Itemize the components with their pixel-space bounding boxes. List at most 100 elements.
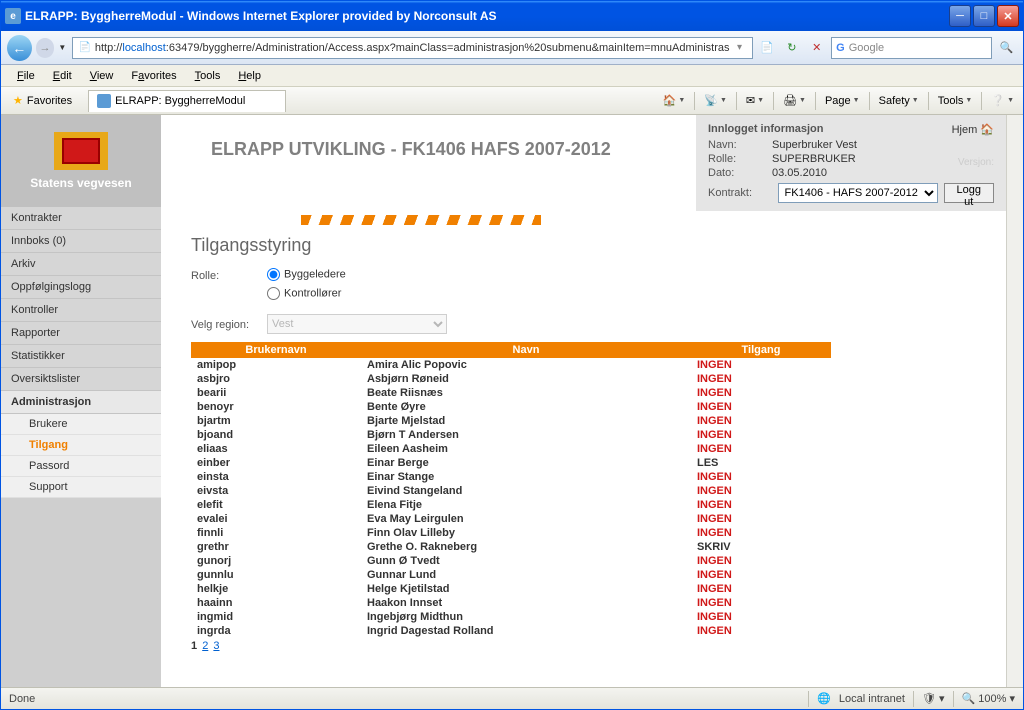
menu-edit[interactable]: Edit	[45, 68, 80, 84]
stop-button[interactable]: ✕	[806, 37, 827, 59]
mail-button[interactable]: ✉▼	[741, 91, 769, 110]
home-button[interactable]: 🏠▼	[658, 91, 691, 110]
table-row[interactable]: grethrGrethe O. RaknebergSKRIV	[191, 540, 831, 554]
info-name-label: Navn:	[708, 139, 772, 151]
print-button[interactable]: 🖨▼	[778, 91, 811, 110]
page-content: Statens vegvesen KontrakterInnboks (0)Ar…	[1, 115, 1006, 687]
page-current: 1	[191, 640, 197, 652]
sidebar-subitem[interactable]: Brukere	[1, 414, 161, 435]
menu-tools[interactable]: Tools	[187, 68, 229, 84]
sidebar-item[interactable]: Oppfølgingslogg	[1, 276, 161, 299]
sidebar-subitem[interactable]: Support	[1, 477, 161, 498]
cell-name: Haakon Innset	[361, 596, 691, 610]
cell-username: asbjro	[191, 372, 361, 386]
menu-favorites[interactable]: Favorites	[123, 68, 184, 84]
search-bar[interactable]: G Google	[831, 37, 992, 59]
table-row[interactable]: einberEinar BergeLES	[191, 456, 831, 470]
cell-name: Grethe O. Rakneberg	[361, 540, 691, 554]
sidebar-subitem[interactable]: Passord	[1, 456, 161, 477]
info-kontrakt-label: Kontrakt:	[708, 187, 772, 199]
radio-kontrollorer[interactable]: Kontrollører	[267, 287, 346, 300]
window-titlebar: e ELRAPP: ByggherreModul - Windows Inter…	[1, 1, 1023, 31]
search-go-button[interactable]: 🔍	[996, 37, 1017, 59]
info-date: 03.05.2010	[772, 167, 827, 179]
table-row[interactable]: haainnHaakon InnsetINGEN	[191, 596, 831, 610]
protected-mode-icon[interactable]: 🛡 ▾	[922, 692, 945, 705]
table-row[interactable]: ingrdaIngrid Dagestad RollandINGEN	[191, 624, 831, 638]
cell-username: eivsta	[191, 484, 361, 498]
cell-name: Finn Olav Lilleby	[361, 526, 691, 540]
refresh-button[interactable]: ↻	[781, 37, 802, 59]
sidebar-item[interactable]: Arkiv	[1, 253, 161, 276]
page-title: ELRAPP UTVIKLING - FK1406 HAFS 2007-2012	[211, 139, 666, 160]
cell-name: Bjørn T Andersen	[361, 428, 691, 442]
safety-menu[interactable]: Safety ▼	[874, 92, 924, 110]
minimize-button[interactable]: ─	[949, 5, 971, 27]
zone-icon: 🌐	[817, 692, 831, 705]
kontrakt-select[interactable]: FK1406 - HAFS 2007-2012	[778, 183, 938, 203]
menu-help[interactable]: Help	[230, 68, 269, 84]
cell-access: INGEN	[691, 386, 831, 400]
sidebar-item[interactable]: Kontrakter	[1, 207, 161, 230]
table-row[interactable]: einstaEinar StangeINGEN	[191, 470, 831, 484]
cell-access: INGEN	[691, 554, 831, 568]
region-select: Vest	[267, 314, 447, 334]
table-row[interactable]: gunorjGunn Ø TvedtINGEN	[191, 554, 831, 568]
address-dropdown-icon[interactable]: ▾	[732, 40, 748, 56]
page-link-3[interactable]: 3	[213, 640, 219, 652]
nav-history-dropdown[interactable]: ▼	[58, 43, 67, 52]
tools-menu[interactable]: Tools ▼	[933, 92, 978, 110]
rss-icon: 📡	[704, 94, 718, 107]
table-row[interactable]: finnliFinn Olav LillebyINGEN	[191, 526, 831, 540]
table-row[interactable]: gunnluGunnar LundINGEN	[191, 568, 831, 582]
sidebar-item[interactable]: Kontroller	[1, 299, 161, 322]
compat-button[interactable]: 📄	[757, 37, 778, 59]
radio-byggeledere[interactable]: Byggeledere	[267, 268, 346, 281]
favorites-label: Favorites	[27, 95, 72, 107]
table-row[interactable]: bjoandBjørn T AndersenINGEN	[191, 428, 831, 442]
table-row[interactable]: bjartmBjarte MjelstadINGEN	[191, 414, 831, 428]
table-row[interactable]: beariiBeate RiisnæsINGEN	[191, 386, 831, 400]
table-row[interactable]: ingmidIngebjørg MidthunINGEN	[191, 610, 831, 624]
sidebar-item[interactable]: Rapporter	[1, 322, 161, 345]
logout-button[interactable]: Logg ut	[944, 183, 994, 203]
address-text: http://localhost:63479/byggherre/Adminis…	[95, 42, 730, 54]
feeds-button[interactable]: 📡▼	[699, 91, 732, 110]
back-button[interactable]: ←	[7, 35, 32, 61]
table-row[interactable]: eliaasEileen AasheimINGEN	[191, 442, 831, 456]
sidebar-subitem[interactable]: Tilgang	[1, 435, 161, 456]
table-row[interactable]: eivstaEivind StangelandINGEN	[191, 484, 831, 498]
menu-file[interactable]: File	[9, 68, 43, 84]
favorites-button[interactable]: ★ Favorites	[5, 91, 80, 110]
login-info-box: Hjem 🏠 Versjon: Innlogget informasjon Na…	[696, 115, 1006, 211]
logo-shield-icon	[54, 132, 108, 170]
table-row[interactable]: elefitElena FitjeINGEN	[191, 498, 831, 512]
zoom-control[interactable]: 🔍 100% ▾	[962, 692, 1015, 705]
table-row[interactable]: benoyrBente ØyreINGEN	[191, 400, 831, 414]
page-link-2[interactable]: 2	[202, 640, 208, 652]
table-row[interactable]: helkjeHelge KjetilstadINGEN	[191, 582, 831, 596]
sidebar-item[interactable]: Statistikker	[1, 345, 161, 368]
browser-tab[interactable]: ELRAPP: ByggherreModul	[88, 90, 286, 112]
access-table: Brukernavn Navn Tilgang amipopAmira Alic…	[191, 342, 831, 638]
role-label: Rolle:	[191, 268, 267, 282]
vertical-scrollbar[interactable]	[1006, 115, 1023, 687]
address-bar[interactable]: 📄 http://localhost:63479/byggherre/Admin…	[72, 37, 753, 59]
home-link[interactable]: Hjem 🏠	[952, 123, 994, 136]
help-button[interactable]: ❔▼	[986, 91, 1019, 110]
menu-view[interactable]: View	[82, 68, 122, 84]
forward-button[interactable]: →	[36, 38, 55, 58]
page-menu[interactable]: Page ▼	[820, 92, 865, 110]
close-button[interactable]: ✕	[997, 5, 1019, 27]
sidebar-item[interactable]: Administrasjon	[1, 391, 161, 414]
version-label: Versjon:	[958, 157, 994, 168]
sidebar-item[interactable]: Oversiktslister	[1, 368, 161, 391]
table-row[interactable]: amipopAmira Alic PopovicINGEN	[191, 358, 831, 372]
cell-username: bearii	[191, 386, 361, 400]
maximize-button[interactable]: □	[973, 5, 995, 27]
cell-access: INGEN	[691, 428, 831, 442]
table-row[interactable]: asbjroAsbjørn RøneidINGEN	[191, 372, 831, 386]
table-row[interactable]: evaleiEva May LeirgulenINGEN	[191, 512, 831, 526]
sidebar-item[interactable]: Innboks (0)	[1, 230, 161, 253]
section-title: Tilgangsstyring	[191, 235, 976, 256]
